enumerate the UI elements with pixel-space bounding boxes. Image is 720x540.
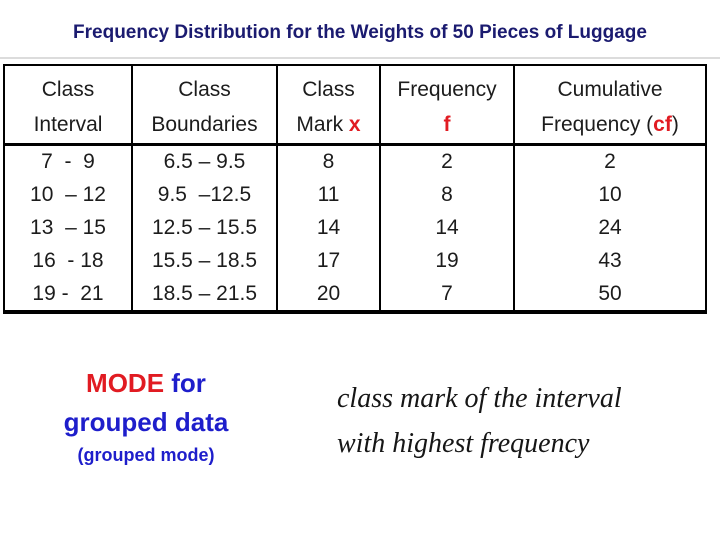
table-cell: 10	[598, 183, 622, 207]
table-cell: 6.5 – 9.5	[163, 150, 246, 174]
table-cell: 10 – 12	[30, 183, 106, 207]
table-cell: 14	[435, 215, 459, 239]
table-cell: 43	[598, 248, 622, 272]
header-line1: Class	[41, 78, 95, 101]
table-cell: 8	[322, 150, 335, 174]
note-line1: class mark of the interval	[337, 383, 622, 414]
table-cell: 11	[317, 183, 340, 207]
table-cell: 9.5 –12.5	[157, 183, 252, 207]
header-line1: Frequency	[397, 78, 497, 101]
divider-line	[0, 57, 720, 59]
table-cell: 2	[441, 150, 453, 174]
table-cell: 17	[316, 248, 341, 272]
frequency-table: Class Interval 7 - 9 10 – 12 13 – 15 16 …	[3, 64, 707, 314]
table-cell: 14	[316, 215, 341, 239]
column-header-class-boundaries: Class Boundaries	[133, 66, 276, 146]
table-cell: 50	[598, 281, 622, 305]
table-cell: 19 - 21	[32, 281, 104, 305]
column-header-class-mark: Class Mark x	[278, 66, 379, 146]
table-cell: 8	[441, 183, 453, 207]
note-line2: with highest frequency	[337, 428, 590, 459]
column-header-cumulative-frequency: Cumulative Frequency (cf)	[515, 66, 705, 146]
header-line1: Class	[302, 78, 355, 101]
table-cell: 13 – 15	[30, 215, 106, 239]
mode-accent: MODE	[86, 368, 165, 398]
header-line2: Mark x	[296, 113, 361, 136]
header-line2: Interval	[33, 113, 103, 136]
table-cell: 24	[598, 215, 622, 239]
mode-heading-line3: (grouped mode)	[77, 445, 215, 465]
table-column-frequency: Frequency f 2 8 14 19 7	[379, 66, 513, 310]
table-cell: 15.5 – 18.5	[151, 248, 258, 272]
header-line2: Frequency (cf)	[541, 113, 679, 136]
table-column-class-boundaries: Class Boundaries 6.5 – 9.5 9.5 –12.5 12.…	[131, 66, 276, 310]
table-column-class-interval: Class Interval 7 - 9 10 – 12 13 – 15 16 …	[5, 66, 131, 310]
table-cell: 19	[435, 248, 459, 272]
mode-heading-line1: MODE for	[86, 368, 206, 398]
table-cell: 18.5 – 21.5	[151, 281, 258, 305]
table-cell: 2	[604, 150, 616, 174]
mode-heading: MODE for grouped data (grouped mode)	[40, 364, 252, 469]
header-line2: Boundaries	[151, 113, 258, 136]
header-line1: Cumulative	[557, 78, 663, 101]
table-cell: 7 - 9	[41, 150, 95, 174]
column-header-class-interval: Class Interval	[5, 66, 131, 146]
column-header-frequency: Frequency f	[381, 66, 513, 146]
handwritten-note: class mark of the interval with highest …	[337, 376, 707, 466]
table-cell: 20	[316, 281, 341, 305]
mode-heading-line2: grouped data	[63, 407, 229, 437]
table-column-cumulative-frequency: Cumulative Frequency (cf) 2 10 24 43 50	[513, 66, 705, 310]
header-line2: f	[443, 113, 451, 136]
table-cell: 7	[441, 281, 453, 305]
header-line1: Class	[178, 78, 231, 101]
table-cell: 12.5 – 15.5	[151, 215, 258, 239]
page-title: Frequency Distribution for the Weights o…	[73, 22, 647, 43]
table-column-class-mark: Class Mark x 8 11 14 17 20	[276, 66, 379, 310]
table-cell: 16 - 18	[32, 248, 104, 272]
